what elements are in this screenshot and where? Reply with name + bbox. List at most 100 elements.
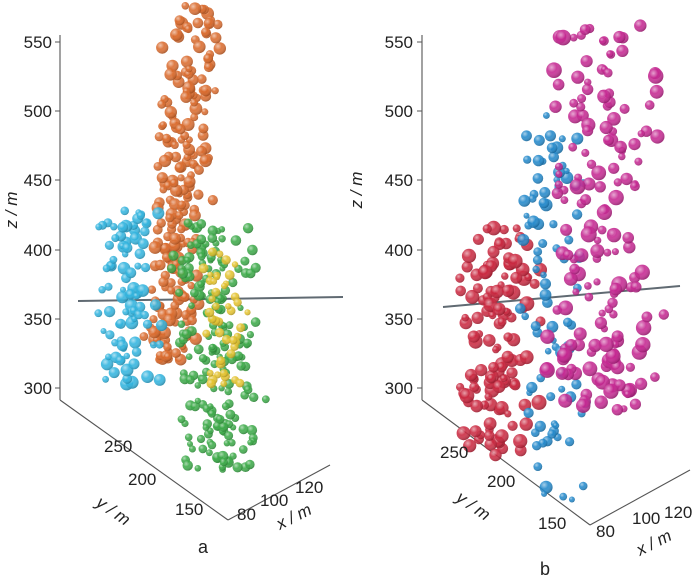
scatter-point-shading (492, 345, 500, 354)
scatter-point-shading (120, 206, 129, 216)
scatter-point-shading (180, 292, 190, 302)
scatter-point-shading (225, 303, 232, 310)
scatter-point-shading (461, 248, 477, 263)
scatter-point-shading (134, 248, 146, 260)
scatter-point-shading (105, 330, 115, 340)
scatter-point-shading (139, 332, 149, 341)
scatter-point-shading (558, 393, 573, 408)
scatter-point-shading (170, 151, 182, 163)
scatter-point-shading (167, 286, 176, 295)
scatter-point-shading (565, 339, 578, 352)
scatter-point-shading (611, 248, 619, 256)
scatter-point-shading (599, 37, 607, 45)
scatter-point-shading (555, 170, 563, 178)
scatter-point-shading (242, 338, 252, 348)
scatter-point-shading (207, 440, 217, 450)
scatter-point-shading (509, 379, 521, 391)
scatter-point-shading (532, 265, 540, 274)
scatter-point-shading (634, 264, 650, 280)
scatter-point-shading (603, 68, 613, 78)
y-tick-label: 250 (104, 437, 132, 456)
scatter-point-shading (246, 331, 254, 339)
scatter-point-shading (558, 300, 573, 316)
scatter-point-shading (569, 263, 580, 275)
scatter-point-shading (470, 399, 484, 413)
panel-a-points (94, 2, 270, 473)
scatter-point-shading (166, 278, 176, 288)
scatter-point-shading (559, 492, 568, 501)
scatter-point-shading (140, 226, 150, 237)
scatter-point-shading (478, 265, 493, 280)
scatter-point-shading (213, 42, 226, 55)
scatter-point-shading (180, 91, 192, 103)
scatter-point-shading (104, 306, 116, 318)
scatter-point-shading (122, 373, 133, 384)
scatter-point-shading (630, 281, 642, 293)
scatter-point-shading (209, 343, 216, 351)
scatter-point-shading (584, 282, 592, 290)
scatter-point-shading (622, 232, 634, 244)
scatter-point-shading (170, 184, 183, 197)
scatter-point-shading (614, 140, 627, 154)
scatter-point-shading (109, 255, 118, 264)
scatter-point-shading (128, 358, 140, 370)
scatter-point-shading (198, 354, 208, 363)
scatter-point-shading (472, 233, 484, 245)
scatter-point-shading (519, 417, 533, 431)
scatter-point-shading (220, 380, 227, 388)
scatter-point-shading (495, 429, 509, 443)
scatter-point-shading (539, 362, 555, 378)
y-tick-label: 150 (538, 514, 566, 533)
scatter-point-shading (185, 65, 193, 73)
scatter-point-shading (519, 350, 534, 365)
scatter-point-shading (213, 19, 223, 30)
scatter-point-shading (574, 248, 589, 263)
scatter-point-shading (628, 138, 641, 151)
scatter-point-shading (603, 248, 612, 257)
scatter-point-shading (194, 165, 204, 175)
scatter-point-shading (469, 382, 480, 393)
scatter-point-shading (105, 353, 112, 361)
scatter-point-shading (214, 328, 225, 338)
scatter-point-shading (194, 382, 202, 389)
scatter-point-shading (175, 211, 184, 220)
scatter-point-shading (540, 278, 551, 290)
scatter-point-shading (141, 262, 151, 273)
scatter-point-shading (506, 367, 518, 379)
scatter-point-shading (177, 174, 185, 182)
scatter-point-shading (194, 465, 202, 472)
y-tick-label: 200 (128, 470, 156, 489)
scatter-point-shading (215, 414, 225, 424)
scatter-point-shading (157, 99, 167, 109)
scatter-point-shading (568, 496, 575, 503)
scatter-point-shading (158, 154, 172, 168)
scatter-point-shading (586, 159, 597, 169)
scatter-point-shading (221, 322, 228, 329)
scatter-point-shading (573, 327, 587, 341)
scatter-point-shading (541, 490, 548, 497)
scatter-point-shading (242, 223, 254, 234)
scatter-point-shading (532, 173, 544, 184)
scatter-point-shading (630, 181, 640, 192)
scatter-point-shading (597, 225, 607, 235)
scatter-point-shading (518, 194, 531, 207)
scatter-point-shading (247, 439, 254, 446)
scatter-point-shading (487, 245, 500, 258)
scatter-point-shading (641, 311, 653, 323)
scatter-point-shading (529, 278, 540, 289)
z-tick-label: 450 (385, 171, 413, 190)
scatter-point-shading (549, 220, 558, 229)
scatter-point-shading (190, 401, 200, 412)
scatter-point-shading (540, 271, 547, 279)
scatter-point-shading (175, 288, 184, 297)
scatter-point-shading (207, 409, 216, 418)
scatter-point-shading (606, 50, 614, 58)
x-axis-label: x / m (632, 526, 674, 560)
scatter-point-shading (95, 223, 103, 231)
scatter-point-shading (94, 309, 103, 318)
scatter-point-shading (225, 321, 234, 330)
scatter-point-shading (208, 295, 216, 303)
scatter-point-shading (225, 409, 236, 420)
scatter-point-shading (569, 33, 578, 42)
y-tick-label: 150 (175, 500, 203, 519)
